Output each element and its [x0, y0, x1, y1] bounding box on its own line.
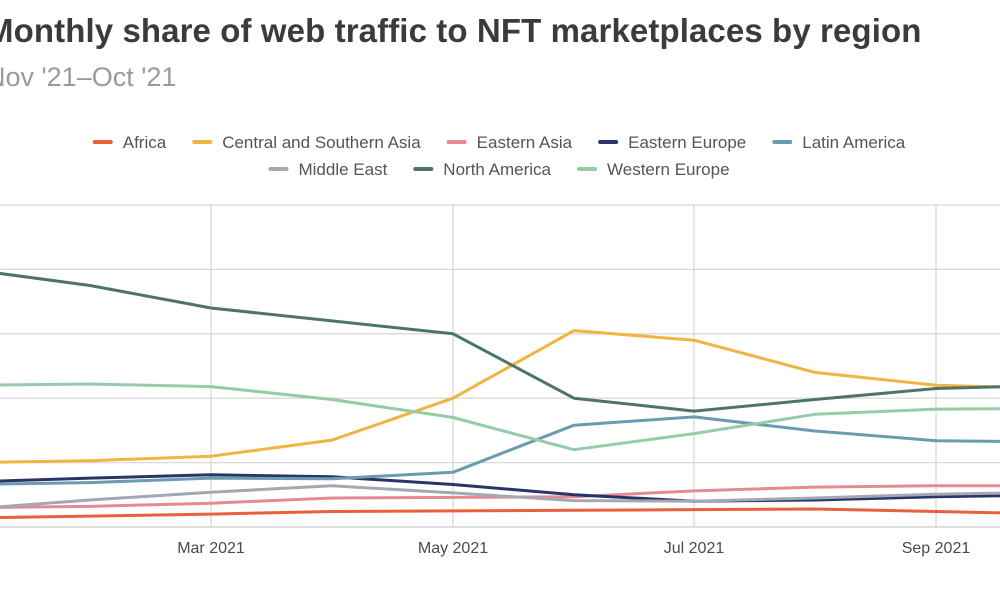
legend-label-middle-east: Middle East [298, 160, 387, 179]
x-tick-label: Sep 2021 [902, 540, 971, 557]
series-line-eastern-europe [0, 473, 1000, 503]
legend-label-eastern-asia: Eastern Asia [477, 133, 573, 152]
series-line-africa [0, 507, 1000, 520]
chart-title: Monthly share of web traffic to NFT mark… [0, 12, 922, 49]
series-line-north-america [0, 271, 1000, 413]
chart-subtitle: Nov '21–Oct '21 [0, 62, 177, 92]
legend-label-central-and-southern-asia: Central and Southern Asia [222, 133, 421, 152]
legend-label-north-america: North America [443, 160, 551, 179]
series-line-middle-east [0, 484, 1000, 509]
legend-label-africa: Africa [123, 133, 167, 152]
legend-label-western-europe: Western Europe [607, 160, 730, 179]
series-line-western-europe [0, 382, 1000, 452]
legend-label-eastern-europe: Eastern Europe [628, 133, 746, 152]
x-tick-label: May 2021 [418, 540, 488, 557]
series-line-latin-america [0, 415, 1000, 486]
x-tick-label: Jul 2021 [664, 540, 725, 557]
legend-label-latin-america: Latin America [802, 133, 906, 152]
x-tick-label: Mar 2021 [177, 540, 245, 557]
